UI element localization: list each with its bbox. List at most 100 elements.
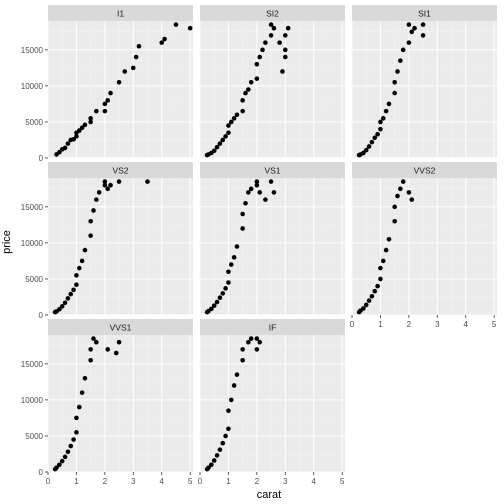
x-tick-label: 0 <box>46 477 51 486</box>
data-point <box>57 462 62 468</box>
data-point <box>133 54 139 60</box>
y-tick-label: 0 <box>39 154 44 163</box>
data-point <box>102 179 108 184</box>
x-tick-label: 4 <box>311 477 316 486</box>
data-point <box>96 190 102 195</box>
x-tick-label: 5 <box>340 477 345 486</box>
data-point <box>420 33 426 38</box>
y-tick-label: 15000 <box>21 46 44 55</box>
data-point <box>209 462 214 468</box>
data-point <box>361 150 366 156</box>
data-point <box>268 179 274 184</box>
data-point <box>369 293 375 299</box>
data-point <box>228 397 234 403</box>
facet-strip <box>48 319 193 335</box>
data-point <box>378 119 383 125</box>
facet-strip <box>48 5 193 21</box>
facet-strip <box>200 319 345 335</box>
data-point <box>122 69 128 74</box>
data-point <box>240 357 245 363</box>
data-point <box>254 76 260 81</box>
y-tick-label: 0 <box>39 468 44 477</box>
data-point <box>214 453 220 458</box>
data-point <box>268 33 274 38</box>
data-point <box>234 112 240 118</box>
data-point <box>398 186 403 192</box>
data-point <box>130 65 136 71</box>
data-point <box>420 22 426 27</box>
y-tick-label: 10000 <box>21 82 44 91</box>
data-point <box>62 454 68 460</box>
data-point <box>68 443 74 449</box>
data-point <box>412 25 417 31</box>
data-point <box>59 304 65 309</box>
data-point <box>363 302 369 308</box>
data-point <box>116 179 122 184</box>
data-point <box>88 233 93 238</box>
data-point <box>228 119 234 125</box>
data-point <box>263 40 268 45</box>
facet-strip-label: VVS2 <box>414 166 436 176</box>
data-point <box>372 288 378 294</box>
data-point <box>108 182 113 188</box>
panel-background <box>48 335 193 472</box>
data-point <box>378 265 383 271</box>
data-point <box>363 147 369 153</box>
y-axis-title: price <box>1 230 13 254</box>
data-point <box>398 58 403 63</box>
data-point <box>248 336 254 341</box>
facet-strip-label: SI2 <box>266 9 279 19</box>
data-point <box>65 449 71 455</box>
data-point <box>254 347 260 352</box>
data-point <box>105 186 111 192</box>
data-point <box>145 179 150 184</box>
data-point <box>400 179 406 184</box>
data-point <box>231 383 237 388</box>
facet-panel-vs2: VS2 0 5000 10000 15000 <box>21 162 193 320</box>
panel-background <box>352 178 497 315</box>
x-tick-label: 3 <box>435 320 440 329</box>
data-point <box>102 108 108 114</box>
data-point <box>243 90 248 96</box>
data-point <box>246 87 251 92</box>
facet-panel-vvs1: VVS1 0 5000 10000 15000 0 1 2 3 4 5 <box>21 319 193 486</box>
data-point <box>105 347 111 352</box>
facet-panel-vs1: VS1 <box>199 162 345 316</box>
data-point <box>211 458 217 463</box>
data-point <box>285 25 291 31</box>
facet-panel-vvs2: VVS2 0 1 2 3 4 5 <box>350 162 497 329</box>
data-point <box>94 339 99 345</box>
data-point <box>386 101 392 107</box>
data-point <box>254 61 260 67</box>
panel-background <box>200 335 345 472</box>
data-point <box>386 236 392 242</box>
data-point <box>79 125 85 131</box>
data-point <box>257 339 263 345</box>
data-point <box>211 148 217 154</box>
data-point <box>240 347 245 352</box>
data-point <box>223 286 228 291</box>
facet-strip-label: SI1 <box>418 9 431 19</box>
facet-strip-label: VVS1 <box>110 323 132 333</box>
data-point <box>240 226 245 231</box>
y-tick-label: 5000 <box>25 118 43 127</box>
data-point <box>246 190 251 195</box>
x-tick-label: 5 <box>188 477 193 486</box>
data-point <box>234 372 240 377</box>
data-point <box>79 390 85 395</box>
x-tick-label: 3 <box>283 477 288 486</box>
x-tick-label: 3 <box>131 477 136 486</box>
data-point <box>74 273 79 278</box>
x-tick-label: 0 <box>198 477 203 486</box>
x-tick-label: 2 <box>255 477 260 486</box>
data-point <box>380 258 386 264</box>
data-point <box>62 145 68 151</box>
data-point <box>74 134 79 139</box>
data-point <box>88 347 93 352</box>
y-tick-label: 10000 <box>21 239 44 248</box>
facet-strip-label: VS1 <box>264 166 280 176</box>
data-point <box>254 336 260 341</box>
data-point <box>88 357 93 363</box>
